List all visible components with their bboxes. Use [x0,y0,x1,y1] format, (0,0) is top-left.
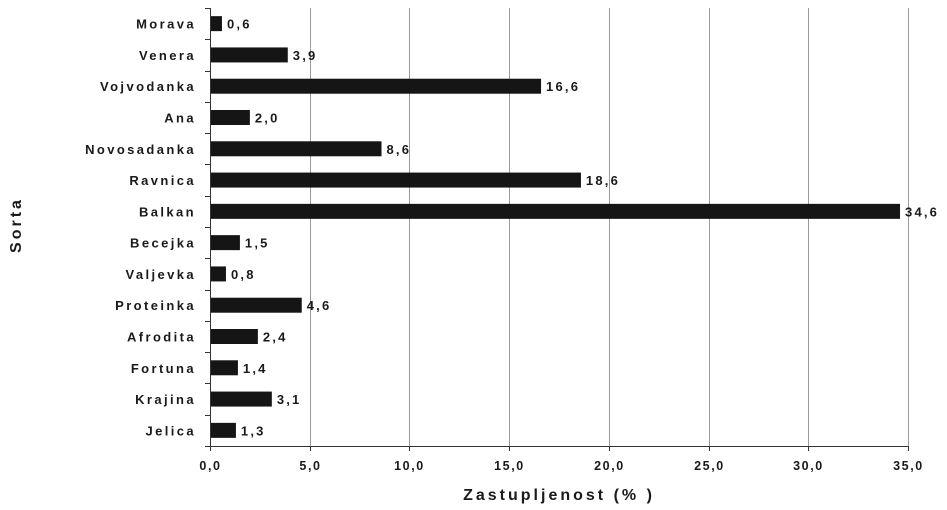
data-label: 3,9 [293,48,318,63]
data-label: 8,6 [387,142,412,157]
category-label: Ana [164,111,196,126]
bar [211,297,302,313]
data-label: 0,8 [231,267,256,282]
category-label: Proteinka [115,298,196,313]
bar [211,47,288,63]
bar [211,203,901,219]
category-label: Krajina [135,392,196,407]
category-label: Balkan [139,204,196,219]
bar [211,172,581,188]
x-tick-label: 25,0 [694,459,725,473]
bar [211,110,250,125]
category-label: Afrodita [127,330,196,345]
bar [211,422,236,438]
data-label: 3,1 [277,392,302,407]
gridlines [310,8,909,446]
data-label: 2,0 [255,111,280,126]
data-label: 4,6 [307,298,332,313]
bars [211,16,901,438]
bar [211,78,542,94]
data-labels: 0,6 3,9 16,6 2,0 8,6 18,6 34,6 1,5 0,8 4,6 2,4 1,4 3… [227,17,939,439]
x-axis-title: Zastupljenost (% ) [463,487,655,504]
x-tick-label: 35,0 [893,459,924,473]
category-label: Morava [136,17,196,32]
x-tick-label: 30,0 [793,459,824,473]
data-label: 0,6 [227,17,252,32]
bar [211,235,240,251]
x-tick-label: 5,0 [299,459,321,473]
category-label: Fortuna [131,361,196,376]
bar [211,266,226,282]
category-label: Vojvodanka [100,79,196,94]
x-tick-label: 10,0 [394,459,425,473]
category-label: Becejka [130,236,196,251]
category-label: Novosadanka [85,142,196,157]
x-tick-label: 0,0 [199,459,221,473]
x-tick-label: 20,0 [594,459,625,473]
data-label: 34,6 [905,204,939,219]
bar [211,141,382,157]
data-label: 18,6 [586,173,620,188]
y-axis-title: Sorta [8,197,25,253]
data-label: 1,5 [245,236,270,251]
data-label: 2,4 [263,330,288,345]
bar [211,329,258,344]
bar [211,16,222,32]
data-label: 1,3 [241,423,266,438]
bar [211,391,272,407]
bar [211,360,238,376]
category-label: Ravnica [129,173,196,188]
category-label: Jelica [145,423,196,438]
category-labels: Morava Venera Vojvodanka Ana Novosadanka Ravn… [85,17,196,439]
x-tick-labels: 0,0 5,0 10,0 15,0 20,0 25,0 30,0 35,0 [199,459,924,473]
x-tick-label: 15,0 [494,459,525,473]
data-label: 16,6 [546,79,580,94]
axes [205,8,909,451]
data-label: 1,4 [243,361,268,376]
category-label: Venera [139,48,196,63]
category-label: Valjevka [125,267,196,282]
